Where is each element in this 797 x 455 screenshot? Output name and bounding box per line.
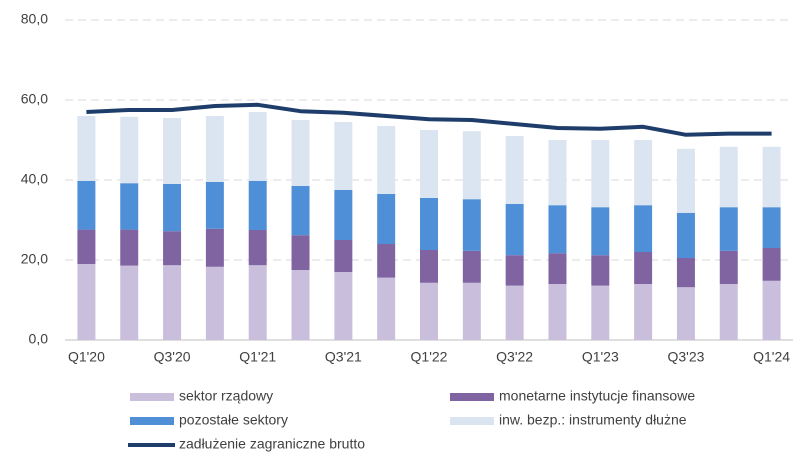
bar-segment — [762, 280, 781, 340]
bar-segment — [762, 146, 781, 208]
bar-segment — [505, 285, 524, 340]
bar-segment — [462, 199, 481, 251]
bar-segment — [377, 126, 396, 194]
legend-label: inw. bezp.: instrumenty dłużne — [499, 412, 687, 428]
y-tick-label: 60,0 — [21, 91, 48, 107]
bar-segment — [505, 255, 524, 286]
bar-segment — [719, 284, 738, 340]
legend-swatch — [450, 393, 494, 401]
bar-segment — [676, 258, 695, 288]
bar-segment — [634, 284, 653, 340]
bar-segment — [334, 240, 353, 272]
bar-segment — [334, 190, 353, 240]
bar-segment — [548, 253, 567, 284]
x-tick-label: Q3'22 — [496, 349, 533, 365]
bar-segment — [120, 229, 139, 266]
bar-segment — [420, 250, 438, 283]
bar-segment — [205, 116, 224, 182]
bar-segment — [248, 265, 267, 340]
bar-segment — [205, 266, 224, 340]
x-tick-label: Q1'20 — [68, 349, 105, 365]
bar-segment — [420, 282, 438, 340]
bar-segment — [548, 284, 567, 340]
bar-segment — [334, 272, 353, 340]
bar-segment — [334, 122, 353, 190]
bar-segment — [120, 116, 139, 184]
bar-segment — [291, 235, 310, 270]
bar-segment — [291, 120, 310, 186]
bar-segment — [205, 182, 224, 229]
bar-segment — [591, 207, 610, 256]
bar-segment — [163, 231, 182, 266]
y-tick-label: 80,0 — [21, 11, 48, 27]
bar-segment — [248, 112, 267, 181]
bar-segment — [719, 146, 738, 208]
bar-segment — [120, 265, 139, 340]
bar-segment — [634, 205, 653, 252]
bar-segment — [462, 250, 481, 283]
bar-segment — [505, 204, 524, 256]
bar-segment — [77, 180, 96, 230]
legend-label: sektor rządowy — [179, 388, 273, 404]
bar-segment — [591, 255, 610, 286]
bar-segment — [676, 212, 695, 258]
bar-segment — [120, 183, 139, 230]
y-tick-label: 20,0 — [21, 251, 48, 267]
bar-segment — [291, 186, 310, 236]
bar-segment — [719, 207, 738, 251]
bar-segment — [291, 270, 310, 340]
legend-label: zadłużenie zagraniczne brutto — [179, 436, 365, 452]
bar-segment — [163, 118, 182, 184]
bar-segment — [163, 184, 182, 232]
bar-segment — [548, 205, 567, 254]
bar-segment — [420, 198, 438, 250]
legend-swatch — [130, 417, 174, 425]
bar-segment — [377, 194, 396, 244]
bar-segment — [163, 265, 182, 340]
bar-segment — [205, 228, 224, 267]
bar-segment — [548, 140, 567, 206]
legend-label: monetarne instytucje finansowe — [499, 388, 695, 404]
x-tick-label: Q1'23 — [582, 349, 619, 365]
line — [86, 102, 772, 137]
bar-segment — [591, 285, 610, 340]
bar-segment — [377, 244, 396, 278]
bar-segment — [591, 140, 610, 208]
x-tick-label: Q1'24 — [753, 349, 790, 365]
bar-segment — [676, 287, 695, 340]
legend-swatch — [130, 393, 174, 401]
bar-segment — [462, 282, 481, 340]
bar-segment — [377, 277, 396, 340]
bar-segment — [248, 180, 267, 230]
bar-segment — [676, 148, 695, 213]
bar-segment — [77, 229, 96, 264]
bar-segment — [505, 136, 524, 204]
y-tick-label: 0,0 — [29, 331, 49, 347]
x-tick-label: Q1'22 — [411, 349, 448, 365]
bar-segment — [762, 248, 781, 281]
legend-swatch — [450, 417, 494, 425]
bar-segment — [634, 140, 653, 206]
bar-segment — [634, 252, 653, 284]
y-tick-label: 40,0 — [21, 171, 48, 187]
bar-segment — [77, 116, 96, 181]
x-tick-label: Q3'21 — [325, 349, 362, 365]
x-tick-label: Q3'23 — [667, 349, 704, 365]
legend-label: pozostałe sektory — [179, 412, 288, 428]
bar-segment — [762, 207, 781, 248]
x-tick-label: Q1'21 — [239, 349, 276, 365]
x-tick-label: Q3'20 — [154, 349, 191, 365]
bar-segment — [77, 264, 96, 340]
bar-segment — [248, 230, 267, 266]
bar-segment — [719, 250, 738, 284]
bar-segment — [420, 130, 438, 198]
bar-segment — [462, 131, 481, 200]
